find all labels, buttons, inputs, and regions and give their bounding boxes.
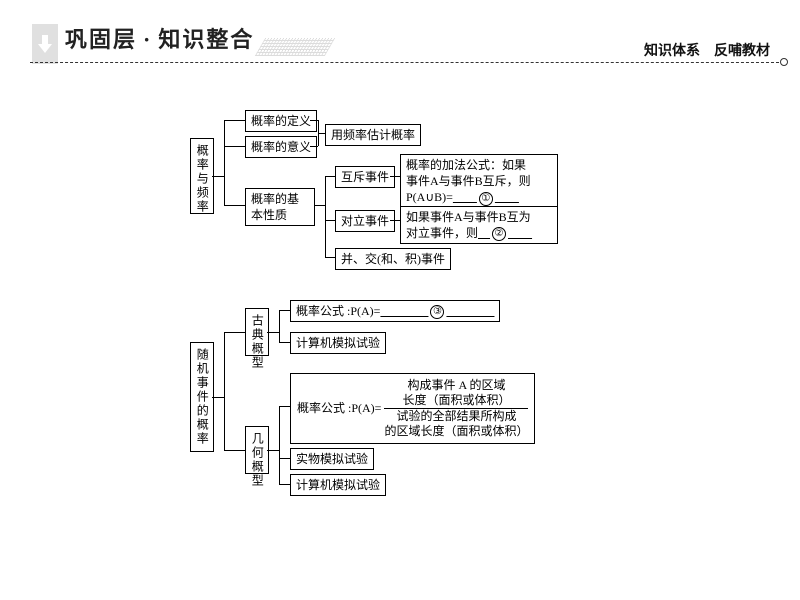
leaf-geo-formula: 概率公式 :P(A)= 构成事件 A 的区域 长度（面积或体积） 试验的全部结果… — [290, 373, 535, 444]
root-prob-freq: 概率与频率 — [190, 138, 214, 214]
subtitle: 知识体系 反哺教材 — [644, 40, 770, 60]
down-arrow-icon — [32, 24, 58, 64]
leaf-geo-sim1: 实物模拟试验 — [290, 448, 374, 470]
ring-icon — [780, 58, 788, 66]
node-mutex: 互斥事件 — [335, 166, 395, 188]
leaf-classical-sim: 计算机模拟试验 — [290, 332, 386, 354]
root-random-event: 随机事件的概率 — [190, 342, 214, 452]
node-freq-est: 用频率估计概率 — [325, 124, 421, 146]
title-part-b: 知识整合 — [158, 27, 254, 52]
node-properties: 概率的基本性质 — [245, 188, 315, 226]
node-classical: 古典概型 — [245, 308, 269, 356]
node-meaning: 概率的意义 — [245, 136, 317, 158]
title-shade — [255, 38, 335, 56]
title-part-a: 巩固层 — [65, 27, 137, 52]
leaf-opposite: 如果事件A与事件B互为 对立事件，则 ② — [400, 206, 558, 244]
node-definition: 概率的定义 — [245, 110, 317, 132]
leaf-addition: 概率的加法公式：如果 事件A与事件B互斥，则 P(A∪B)= ① — [400, 154, 558, 209]
header: 巩固层·知识整合 知识体系 反哺教材 — [0, 0, 800, 70]
node-geometric: 几何概型 — [245, 426, 269, 474]
node-union-inter: 并、交(和、积)事件 — [335, 248, 451, 270]
page-title: 巩固层·知识整合 — [65, 22, 254, 54]
node-opposite: 对立事件 — [335, 210, 395, 232]
leaf-geo-sim2: 计算机模拟试验 — [290, 474, 386, 496]
divider — [30, 62, 784, 63]
leaf-classical-formula: 概率公式 :P(A)= ③ — [290, 300, 500, 322]
